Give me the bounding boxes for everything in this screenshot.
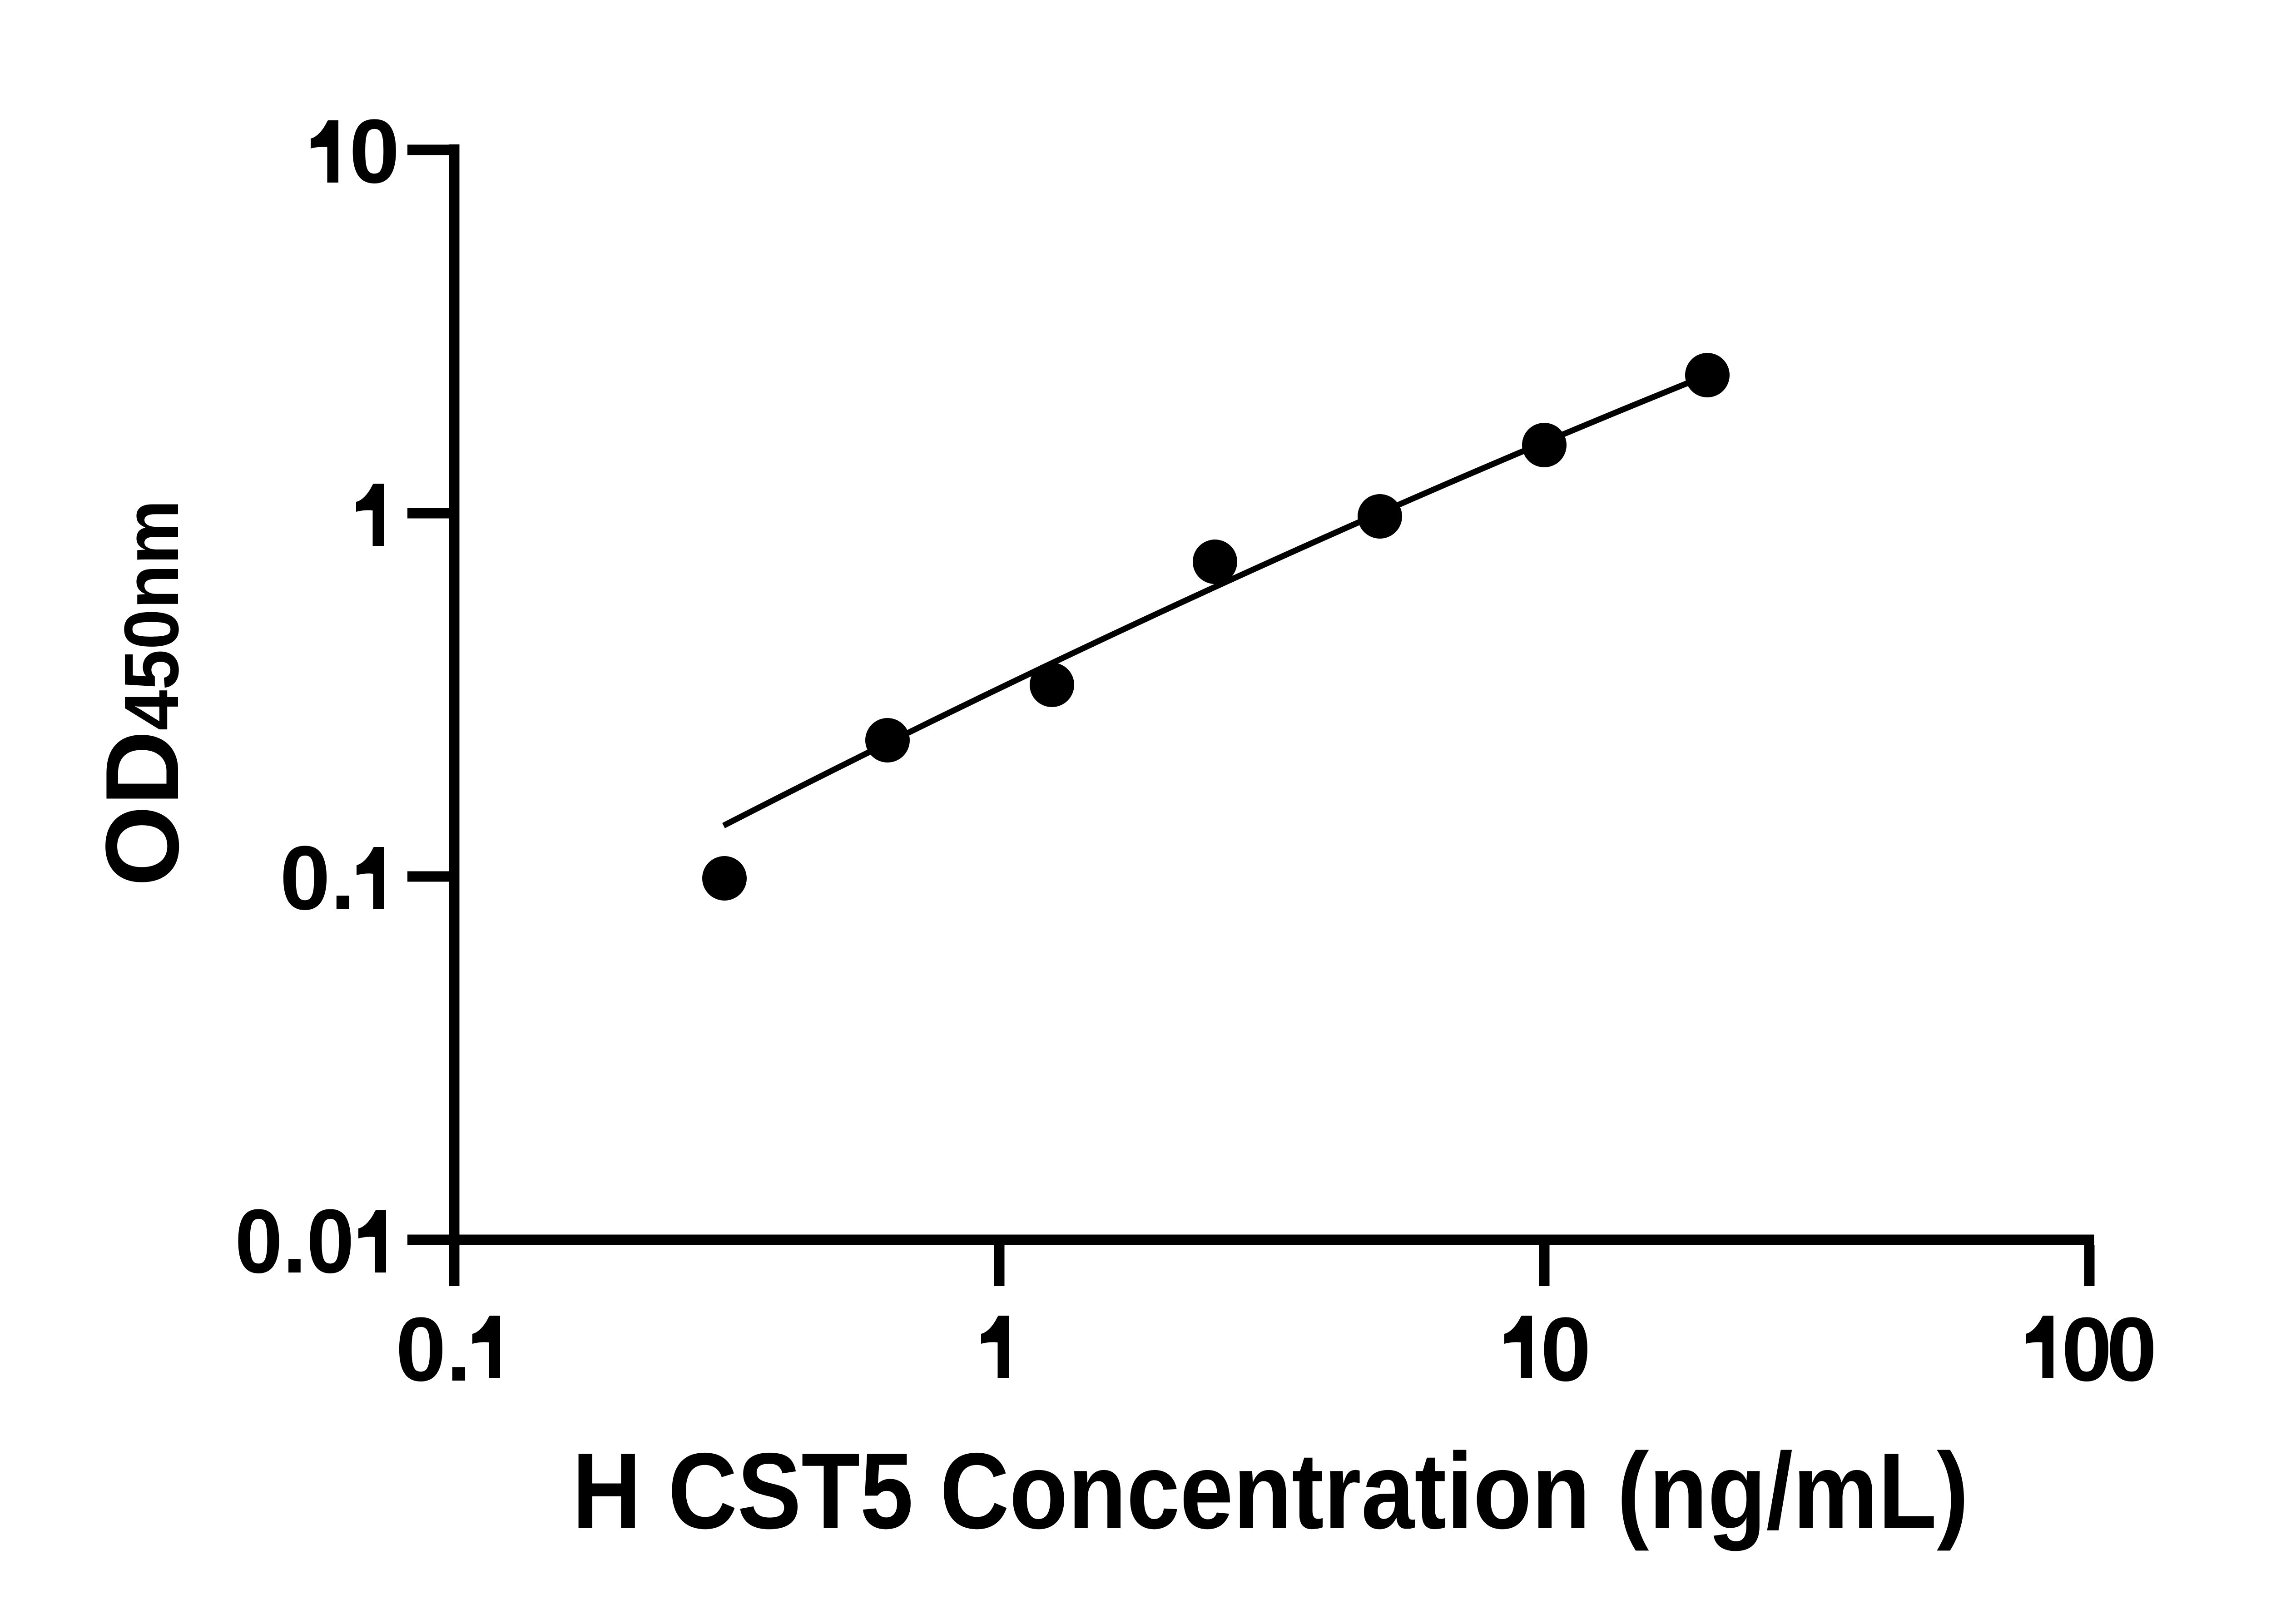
svg-text:0: 0 bbox=[1541, 1299, 1591, 1400]
svg-text:0.: 0. bbox=[396, 1299, 471, 1400]
svg-text:0.: 0. bbox=[280, 827, 356, 929]
svg-text:H CST5 Concentration (ng/mL): H CST5 Concentration (ng/mL) bbox=[572, 1431, 1969, 1551]
svg-text:0.0: 0.0 bbox=[235, 1191, 354, 1292]
svg-text:0: 0 bbox=[2107, 1299, 2157, 1400]
svg-text:0: 0 bbox=[349, 101, 400, 202]
svg-text:0: 0 bbox=[2062, 1299, 2112, 1400]
